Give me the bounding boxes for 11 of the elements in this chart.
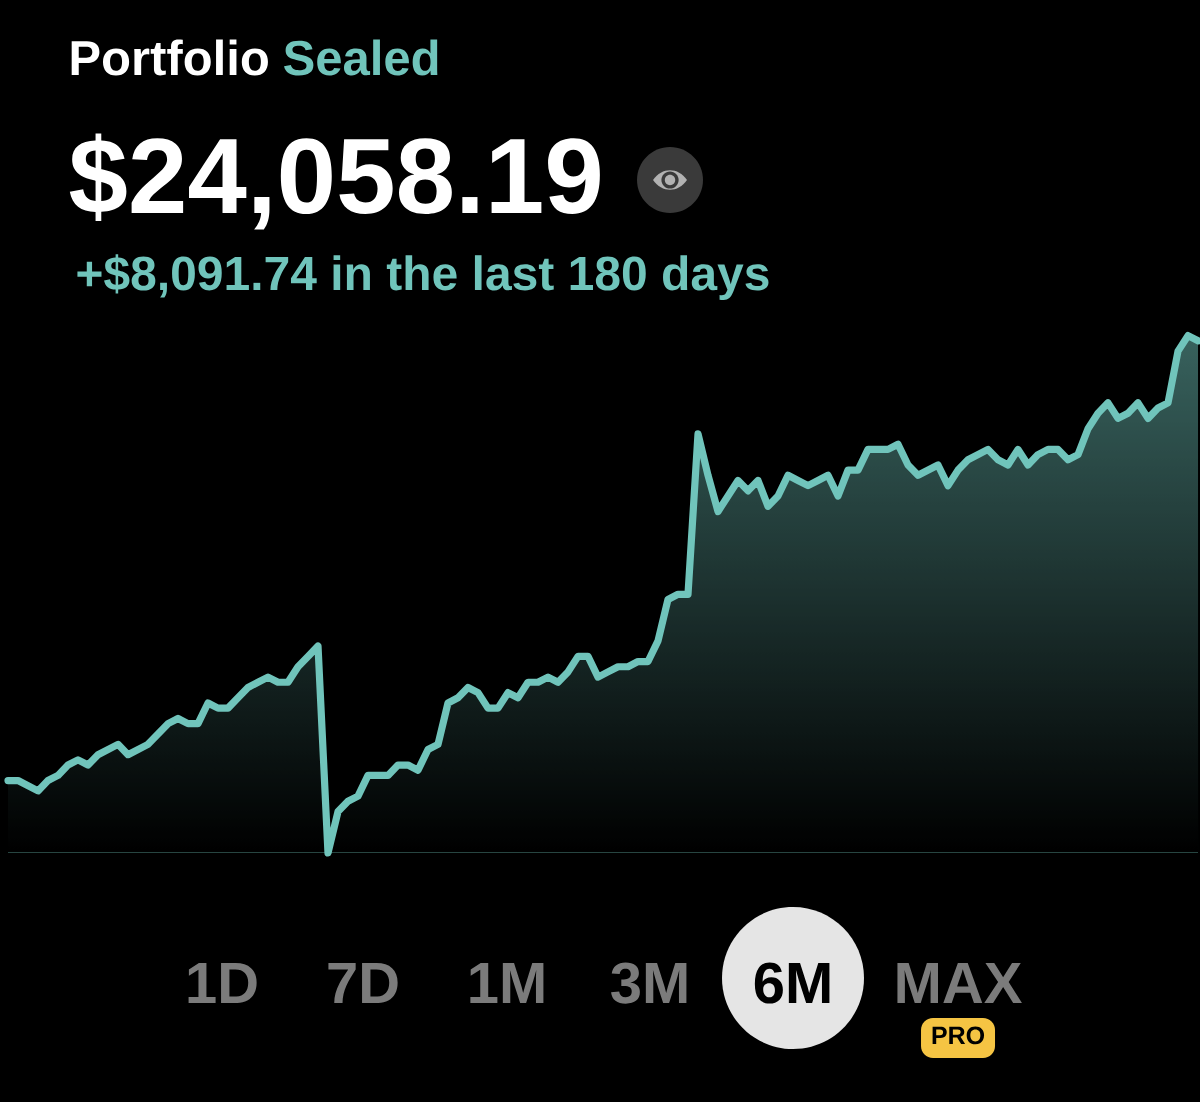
text: 7D xyxy=(328,963,398,1003)
text: MAX xyxy=(897,963,1022,1003)
text: 6M xyxy=(754,962,830,1004)
text: +$8,091.74 in the last 180 days xyxy=(77,254,769,300)
chart-title: Portfolio xyxy=(71,39,268,76)
text: $24,058.19 xyxy=(69,133,600,230)
text: PRO xyxy=(932,1026,985,1045)
text: 3M xyxy=(611,962,687,1004)
chart-subtitle: Sealed xyxy=(284,39,438,76)
text: 1D xyxy=(188,963,257,1003)
text: 1M xyxy=(470,963,544,1003)
